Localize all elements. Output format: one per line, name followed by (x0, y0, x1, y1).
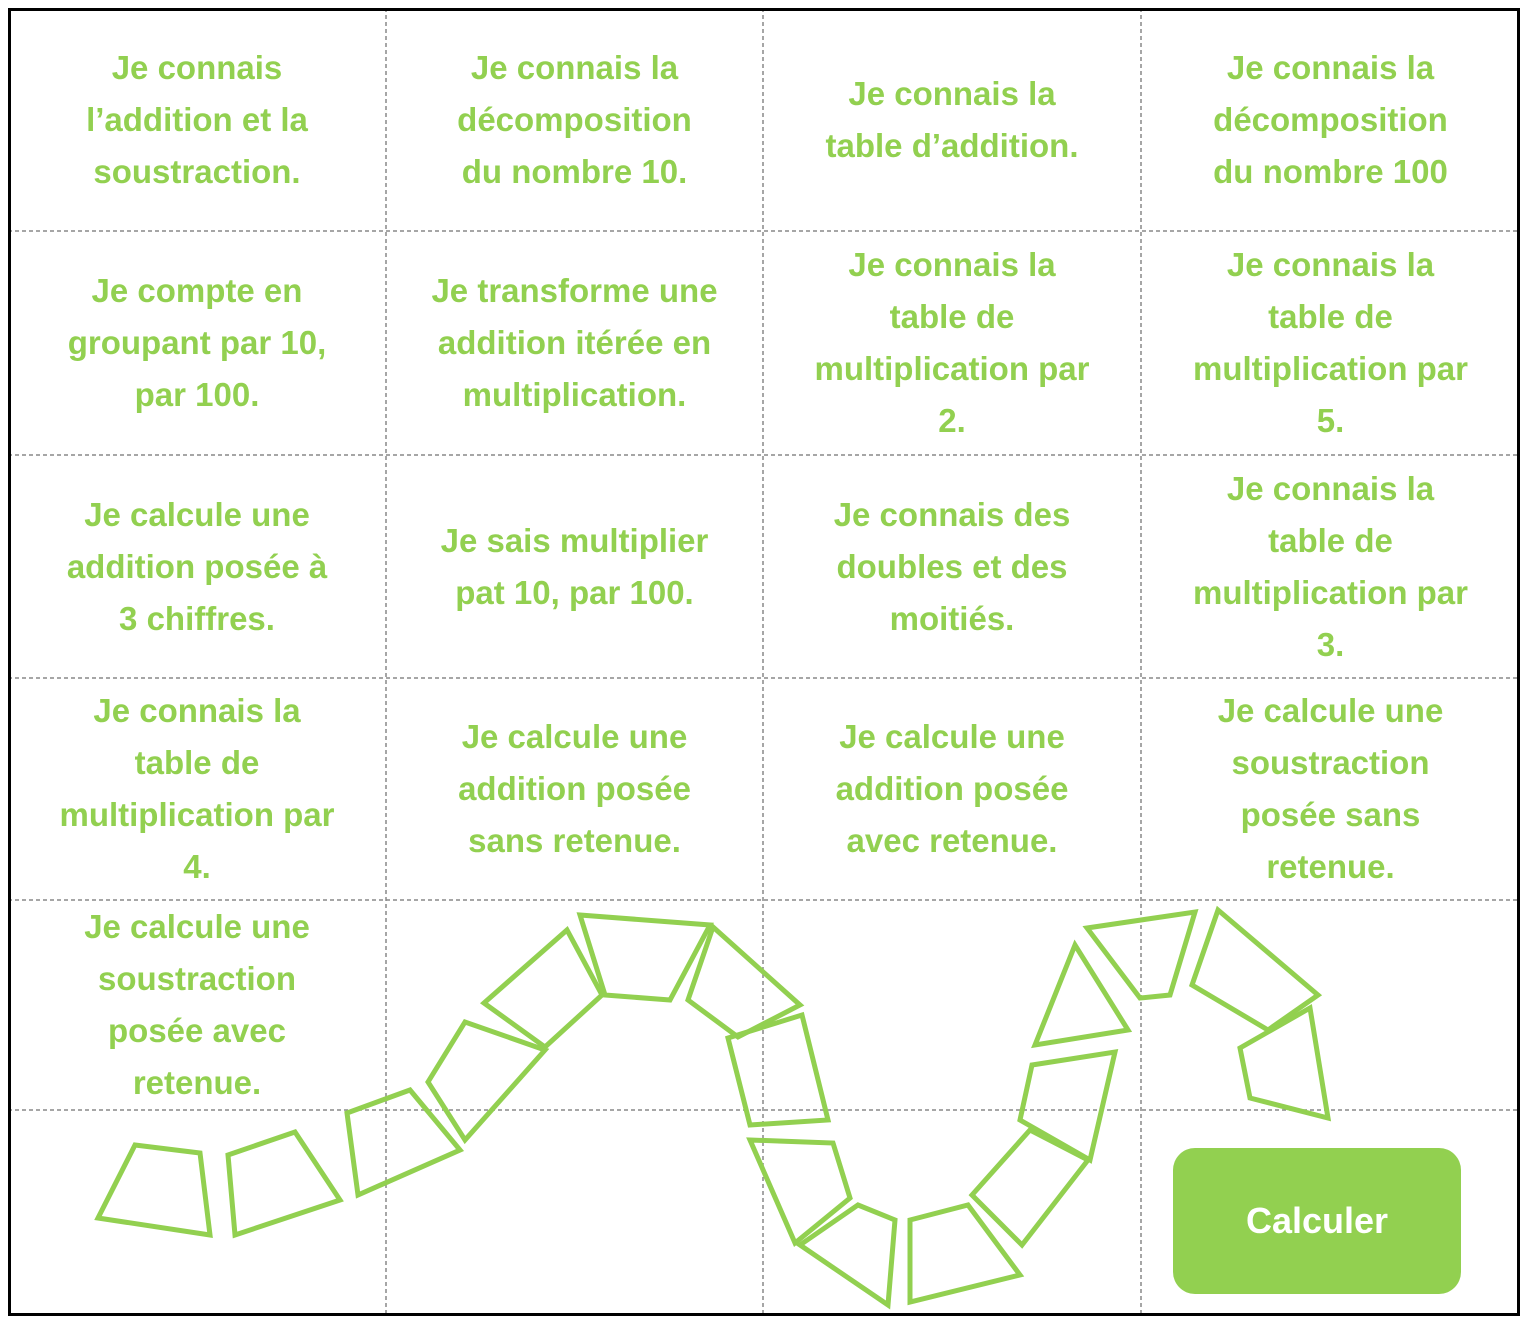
skill-text: addition posée (835, 770, 1069, 807)
skill-cell: Je transforme une addition itérée en multi… (386, 231, 763, 455)
skill-text: du nombre 10. (461, 152, 688, 190)
skill-text: table d’addition. (825, 126, 1079, 164)
worm-segment (724, 1011, 832, 1128)
skill-text: soustraction (97, 960, 297, 997)
skill-text: décomposition (1213, 100, 1448, 138)
skill-text: soustraction (1231, 744, 1430, 781)
skill-cell: Je connais des doubles et des moitiés. (763, 455, 1141, 678)
skill-text: retenue. (132, 1064, 262, 1101)
grid-lines (8, 8, 1520, 1316)
skill-text: table de (1268, 521, 1393, 559)
skill-text: table de (134, 744, 260, 781)
worm-segment (907, 1202, 1025, 1306)
skill-text: Je connais des (833, 495, 1071, 533)
skill-text: Je calcule une (84, 908, 310, 945)
skill-text: Je connais (111, 48, 283, 86)
worm-segment (479, 926, 606, 1051)
skill-cell: Je calcule une soustraction posée avec rete… (8, 900, 386, 1110)
skill-text: 2. (938, 402, 966, 439)
skill-text: Je connais la (1226, 48, 1435, 86)
skill-text: Je connais la (848, 74, 1056, 112)
skill-cell: Je sais multiplier pat 10, par 100. (386, 455, 763, 678)
skill-text: l’addition et la (86, 100, 308, 138)
skill-text: Je calcule une (839, 718, 1065, 755)
skill-cell: Je connais la table d’addition. (763, 8, 1141, 231)
worm-segment (225, 1129, 344, 1239)
skill-text: table de (1268, 298, 1393, 335)
skill-text: pat 10, par 100. (455, 573, 694, 611)
skill-text: 5. (1316, 402, 1345, 439)
skill-text: multiplication par (59, 796, 335, 833)
skill-text: multiplication par (1192, 350, 1469, 387)
skill-text: Je connais la (848, 246, 1056, 283)
skill-text: Je connais la (1226, 246, 1435, 283)
skill-text: groupant par 10, (67, 324, 327, 361)
skill-text: Je calcule une (461, 718, 688, 755)
skill-cell: Je connais la table de multiplication par 5… (1141, 231, 1520, 455)
skill-cell: Je calcule une addition posée sans retenue… (386, 678, 763, 900)
skill-text: sans retenue. (468, 822, 681, 859)
skill-text: posée avec (108, 1012, 286, 1049)
skill-text: multiplication par (1192, 573, 1469, 611)
skill-text: posée sans (1240, 796, 1421, 833)
skill-cell: Je connais la décomposition du nombre 10. (386, 8, 763, 231)
skill-text: Je transforme une (431, 272, 718, 309)
skill-text: moitiés. (889, 599, 1015, 637)
calculate-button[interactable]: Calculer (1173, 1148, 1461, 1294)
skill-text: décomposition (457, 100, 692, 138)
skill-cell: Je connais la table de multiplication par 3… (1141, 455, 1520, 678)
skill-text: Je connais la (470, 48, 679, 86)
skill-text: addition itérée en (437, 324, 712, 361)
skill-text: multiplication. (462, 376, 687, 413)
skill-text: multiplication par (814, 350, 1090, 387)
skill-cell: Je connais la table de multiplication par 4… (8, 678, 386, 900)
worm-segment (795, 1202, 898, 1310)
skill-cell: Je calcule une addition posée à 3 chiffres… (8, 455, 386, 678)
skill-text: Je calcule une (1217, 692, 1444, 729)
skill-text: retenue. (1266, 848, 1395, 885)
skill-cell: Je calcule une soustraction posée sans rete… (1141, 678, 1520, 900)
outer-border (8, 8, 1520, 1316)
worm-segment (1237, 1004, 1332, 1122)
worm-segment (1017, 1048, 1119, 1164)
skill-text: Je connais la (93, 692, 301, 729)
worm (94, 905, 1332, 1310)
skill-text: addition posée à (66, 547, 328, 585)
skill-text: Je compte en (91, 272, 303, 309)
skill-cell: Je compte en groupant par 10, par 100. (8, 231, 386, 455)
skill-text: addition posée (458, 770, 691, 807)
skill-cell: Je connais la décomposition du nombre 100 (1141, 8, 1520, 231)
skill-text: table de (889, 298, 1015, 335)
skill-text: doubles et des (836, 547, 1068, 585)
skill-cell: Je connais l’addition et la soustraction. (8, 8, 386, 231)
skill-text: 3 chiffres. (119, 599, 275, 637)
skill-text: 4. (183, 848, 211, 885)
skill-text: par 100. (134, 376, 260, 413)
worm-segment (746, 1137, 853, 1248)
worm-segment (576, 912, 715, 1003)
skill-text: Je calcule une (84, 495, 310, 533)
skill-text: avec retenue. (846, 822, 1058, 859)
skill-cell: Je connais la table de multiplication par 2… (763, 231, 1141, 455)
skill-text: Je connais la (1226, 469, 1435, 507)
worm-segment (1082, 908, 1199, 1001)
skill-text: du nombre 100 (1213, 152, 1448, 190)
skill-text: 3. (1316, 625, 1345, 663)
worm-segment (94, 1142, 213, 1238)
worm-segment (425, 1018, 550, 1145)
worm-segment (344, 1087, 465, 1199)
worm-segment (1031, 939, 1133, 1049)
skill-text: Je sais multiplier (440, 521, 709, 559)
skill-cell: Je calcule une addition posée avec retenue… (763, 678, 1141, 900)
skill-text: soustraction. (93, 152, 301, 190)
